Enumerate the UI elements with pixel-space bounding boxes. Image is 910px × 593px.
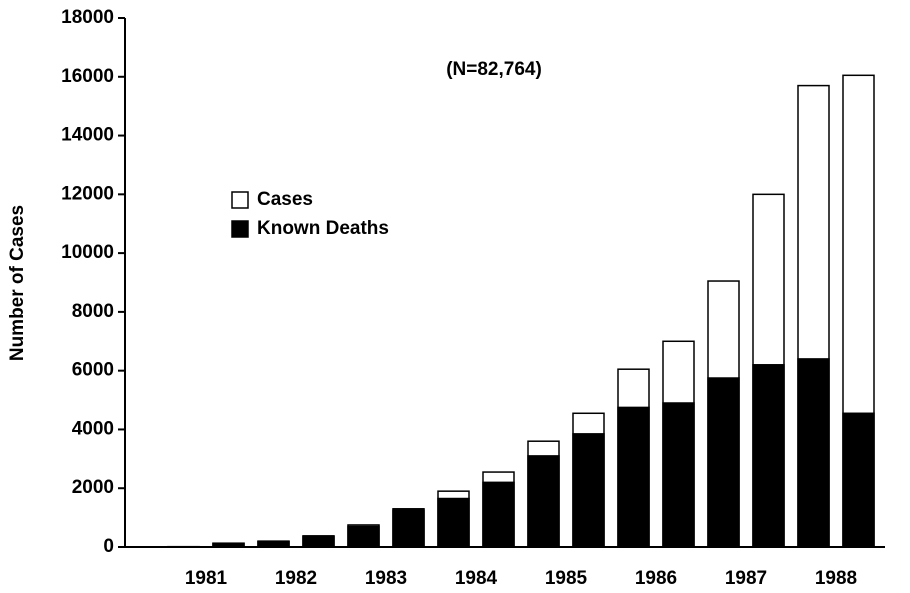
bar (662, 402, 695, 548)
x-tick-label: 1985 (545, 568, 588, 589)
y-tick-label: 18000 (61, 7, 114, 28)
bar (842, 412, 875, 548)
legend-swatch (231, 191, 249, 209)
y-tick-label: 0 (103, 536, 114, 557)
y-tick-label: 2000 (72, 477, 114, 498)
x-tick-label: 1987 (725, 568, 767, 589)
legend-label: Cases (257, 189, 313, 210)
bar (797, 358, 830, 548)
bar (527, 455, 560, 548)
x-tick-label: 1984 (455, 568, 498, 589)
bar (482, 481, 515, 548)
y-tick-label: 10000 (61, 242, 114, 263)
bar (302, 535, 335, 548)
y-tick-label: 4000 (72, 418, 114, 439)
bar (752, 364, 785, 548)
y-axis-label: Number of Cases (7, 205, 28, 361)
y-tick-label: 16000 (61, 66, 114, 87)
legend-label: Known Deaths (257, 218, 389, 239)
bar (437, 497, 470, 548)
y-tick-label: 6000 (72, 360, 114, 381)
bar (257, 540, 290, 548)
x-tick-label: 1982 (275, 568, 317, 589)
bar (392, 509, 425, 548)
bar (212, 542, 245, 548)
x-tick-label: 1983 (365, 568, 407, 589)
x-tick-label: 1986 (635, 568, 677, 589)
annotation: (N=82,764) (446, 59, 542, 80)
y-tick-label: 14000 (61, 125, 114, 146)
y-tick-label: 12000 (61, 183, 114, 204)
bar (617, 406, 650, 548)
bar (572, 433, 605, 548)
y-tick-label: 8000 (72, 301, 114, 322)
bar (347, 525, 380, 548)
legend-swatch (231, 220, 249, 238)
x-tick-label: 1988 (815, 568, 857, 589)
bar (707, 377, 740, 548)
x-tick-label: 1981 (185, 568, 228, 589)
